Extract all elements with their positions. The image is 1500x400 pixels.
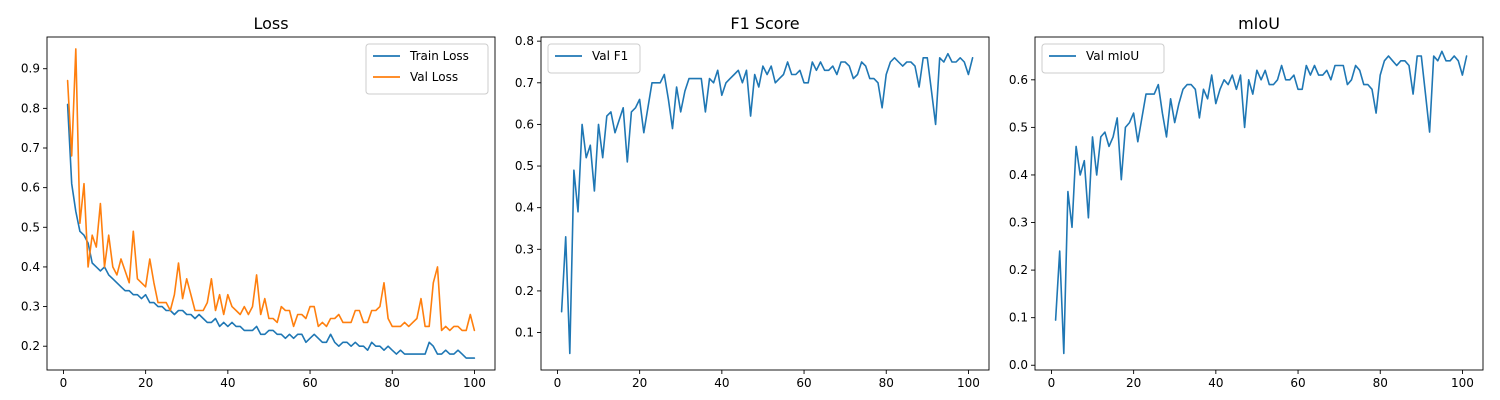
x-tick-label: 60 [302, 376, 317, 390]
x-tick-label: 0 [554, 376, 562, 390]
series-line-val-f1 [560, 52, 974, 355]
y-tick-label: 0.0 [1009, 358, 1028, 372]
x-tick-label: 0 [1048, 376, 1056, 390]
x-tick-label: 80 [879, 376, 894, 390]
x-tick-label: 20 [138, 376, 153, 390]
plot-frame [46, 36, 496, 371]
x-tick-label: 40 [220, 376, 235, 390]
x-tick-label: 40 [1208, 376, 1223, 390]
x-tick-label: 80 [385, 376, 400, 390]
y-tick-label: 0.4 [1009, 168, 1028, 182]
series-line-train-loss [66, 103, 476, 359]
x-tick-label: 100 [1451, 376, 1474, 390]
legend: Train Loss Val Loss [365, 43, 489, 95]
y-tick-label: 0.6 [21, 181, 40, 195]
legend-label: Val mIoU [1086, 49, 1139, 63]
y-tick-label: 0.2 [21, 339, 40, 353]
y-tick-label: 0.8 [21, 101, 40, 115]
y-tick-label: 0.5 [21, 220, 40, 234]
chart-title: Loss [253, 14, 288, 33]
plot-frame [1034, 36, 1484, 371]
plot-frame [540, 36, 990, 371]
x-tick-label: 0 [60, 376, 68, 390]
y-tick-label: 0.6 [1009, 73, 1028, 87]
y-tick-label: 0.1 [515, 326, 534, 340]
chart-title: F1 Score [730, 14, 799, 33]
legend-box [1041, 43, 1165, 74]
y-tick-label: 0.9 [21, 62, 40, 76]
x-tick-label: 20 [1126, 376, 1141, 390]
y-tick-label: 0.3 [21, 300, 40, 314]
legend-label: Val F1 [592, 49, 628, 63]
x-tick-label: 20 [632, 376, 647, 390]
legend-box [547, 43, 641, 74]
y-tick-label: 0.2 [515, 284, 534, 298]
chart-panel-1: F1 Score 0 20 40 60 80 100 0.1 0.2 0.3 0.4 0.5 0.6 0.… [515, 14, 990, 390]
y-tick-label: 0.6 [515, 117, 534, 131]
chart-title: mIoU [1238, 14, 1280, 33]
y-tick-label: 0.5 [515, 159, 534, 173]
y-tick-label: 0.2 [1009, 263, 1028, 277]
y-tick-label: 0.3 [515, 242, 534, 256]
series-line-val-loss [66, 48, 476, 332]
x-tick-label: 60 [796, 376, 811, 390]
y-tick-label: 0.4 [515, 201, 534, 215]
chart-panel-0: Loss 0 20 40 60 80 100 0.2 0.3 0.4 0.5 0.6 0.7 0.8 0.9… [21, 14, 496, 390]
x-tick-label: 100 [463, 376, 486, 390]
y-tick-label: 0.8 [515, 34, 534, 48]
y-tick-label: 0.1 [1009, 311, 1028, 325]
legend-label: Val Loss [410, 70, 458, 84]
y-tick-label: 0.7 [515, 76, 534, 90]
chart-panel-2: mIoU 0 20 40 60 80 100 0.0 0.1 0.2 0.3 0.4 0.5 0.6 Val… [1009, 14, 1484, 390]
y-tick-label: 0.3 [1009, 216, 1028, 230]
x-tick-label: 80 [1373, 376, 1388, 390]
x-tick-label: 40 [714, 376, 729, 390]
series-line-val-miou [1054, 50, 1468, 355]
x-tick-label: 60 [1290, 376, 1305, 390]
x-tick-label: 100 [957, 376, 980, 390]
y-tick-label: 0.7 [21, 141, 40, 155]
legend: Val F1 [547, 43, 641, 74]
legend-label: Train Loss [409, 49, 469, 63]
y-tick-label: 0.4 [21, 260, 40, 274]
y-tick-label: 0.5 [1009, 120, 1028, 134]
legend: Val mIoU [1041, 43, 1165, 74]
